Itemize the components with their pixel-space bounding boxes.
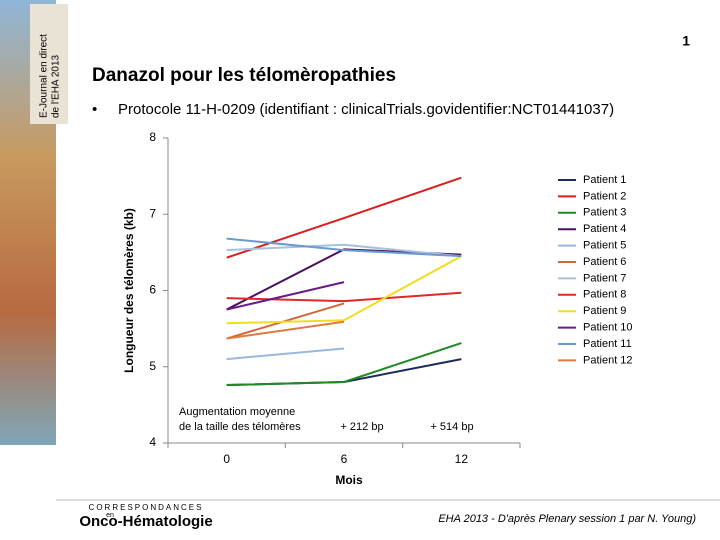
series-line <box>226 255 462 325</box>
slide-title: Danazol pour les télomèropathies <box>92 65 396 86</box>
side-banner <box>30 4 68 124</box>
series-line <box>226 176 462 259</box>
legend-label: Patient 9 <box>583 305 626 317</box>
legend-label: Patient 8 <box>583 289 626 301</box>
x-tick-label: 0 <box>223 452 230 466</box>
annotation: + 212 bp <box>340 421 383 433</box>
legend-label: Patient 1 <box>583 174 626 186</box>
legend-label: Patient 11 <box>583 338 632 350</box>
y-tick-label: 6 <box>149 283 156 297</box>
y-tick-label: 5 <box>149 359 156 373</box>
annotation: de la taille des télomères <box>179 421 301 433</box>
x-tick-label: 6 <box>341 452 348 466</box>
series-line <box>226 347 345 361</box>
annotation: + 514 bp <box>430 421 473 433</box>
legend-label: Patient 4 <box>583 223 626 235</box>
series-line <box>226 243 462 258</box>
page-number: 1 <box>682 33 690 49</box>
legend-label: Patient 5 <box>583 240 626 252</box>
side-banner-text: de l'EHA 2013 <box>51 54 62 118</box>
legend-label: Patient 12 <box>583 354 633 366</box>
legend-label: Patient 7 <box>583 272 626 284</box>
y-axis-title: Longueur des télomères (kb) <box>122 208 136 373</box>
logo-mid: en <box>106 512 114 519</box>
chart: 4 5 6 7 8 0 6 12 Mois Longueur des télomères (kb)… <box>122 130 632 487</box>
series-line <box>226 291 462 303</box>
footer: EHA 2013 - D'après Plenary session 1 par… <box>438 513 696 525</box>
legend-label: Patient 6 <box>583 256 626 268</box>
bullet-dot: • <box>92 101 97 118</box>
annotation: Augmentation moyenne <box>179 406 295 418</box>
y-tick-label: 4 <box>149 435 156 449</box>
series-line <box>226 320 345 340</box>
series-line <box>226 342 462 387</box>
logo-top: CORRESPONDANCES <box>89 503 204 512</box>
x-axis-title: Mois <box>335 473 363 487</box>
y-tick-label: 7 <box>149 206 156 220</box>
bullet: Protocole 11-H-0209 (identifiant : clini… <box>118 101 614 118</box>
legend-label: Patient 2 <box>583 190 626 202</box>
legend-label: Patient 3 <box>583 207 626 219</box>
x-tick-label: 12 <box>455 452 469 466</box>
series-line <box>226 281 345 311</box>
y-tick-label: 8 <box>149 130 156 144</box>
side-banner-text: E-Journal en direct <box>39 34 50 118</box>
logo-main: Onco-Hématologie <box>79 513 212 530</box>
legend-label: Patient 10 <box>583 322 633 334</box>
series-line <box>226 237 462 258</box>
